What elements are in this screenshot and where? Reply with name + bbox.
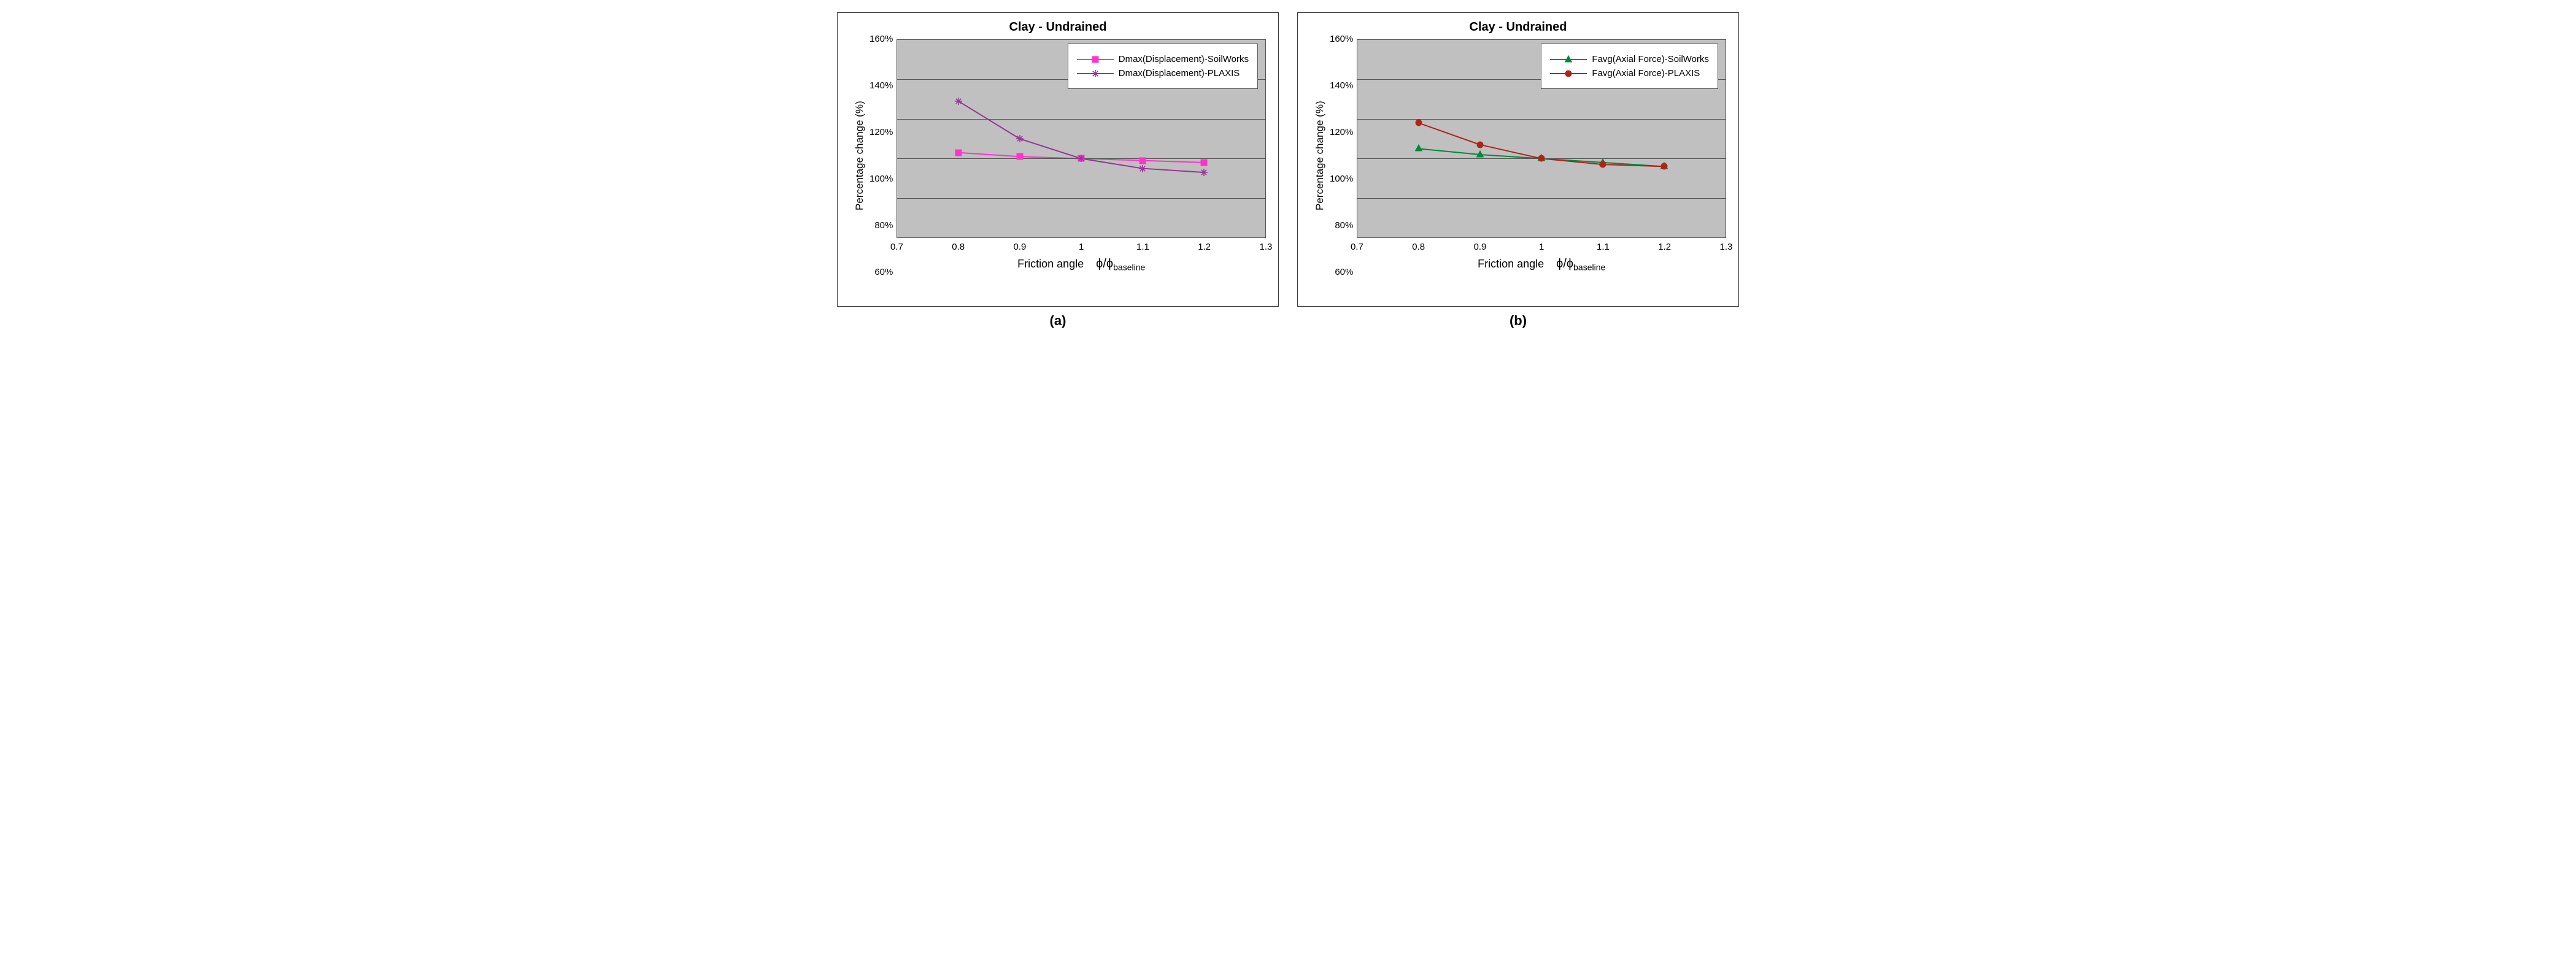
data-marker xyxy=(1414,118,1424,128)
y-axis-ticks: 160%140%120%100%80%60% xyxy=(1330,39,1357,272)
legend-swatch xyxy=(1550,69,1587,79)
panel-caption: (a) xyxy=(1050,313,1066,329)
data-marker xyxy=(1014,133,1025,144)
plot-wrap: Percentage change (%) 160%140%120%100%80… xyxy=(1310,39,1726,272)
legend-row: Favg(Axial Force)-SoilWorks xyxy=(1550,54,1709,64)
data-marker xyxy=(1076,153,1087,164)
legend-label: Dmax(Displacement)-PLAXIS xyxy=(1119,68,1240,79)
data-marker xyxy=(1537,153,1546,163)
legend-row: Dmax(Displacement)-SoilWorks xyxy=(1077,54,1249,64)
legend-swatch xyxy=(1550,55,1587,64)
gridline xyxy=(897,198,1265,199)
data-marker xyxy=(1598,160,1608,169)
plot-area: Dmax(Displacement)-SoilWorks Dmax(Displa… xyxy=(897,39,1266,238)
data-marker xyxy=(1137,163,1148,174)
data-marker xyxy=(953,96,964,107)
data-marker xyxy=(1015,152,1025,161)
gridline xyxy=(1357,198,1726,199)
gridline xyxy=(897,119,1265,120)
x-axis-ticks: 0.70.80.911.11.21.3 xyxy=(1357,238,1726,252)
panel-caption: (b) xyxy=(1510,313,1527,329)
y-axis-label: Percentage change (%) xyxy=(850,39,870,272)
panel-b: Clay - Undrained Percentage change (%) 1… xyxy=(1297,12,1739,329)
chart-frame-a: Clay - Undrained Percentage change (%) 1… xyxy=(837,12,1279,307)
legend-row: Dmax(Displacement)-PLAXIS xyxy=(1077,68,1249,79)
data-marker xyxy=(1475,149,1486,160)
legend-label: Favg(Axial Force)-PLAXIS xyxy=(1592,68,1700,79)
legend: Favg(Axial Force)-SoilWorks Favg(Axial F… xyxy=(1541,44,1718,89)
data-marker xyxy=(1475,140,1485,150)
legend-label: Dmax(Displacement)-SoilWorks xyxy=(1119,54,1249,64)
x-axis-ticks: 0.70.80.911.11.21.3 xyxy=(897,238,1266,252)
data-marker xyxy=(1198,167,1209,178)
x-axis-label: Friction angle ϕ/ϕbaseline xyxy=(897,257,1266,272)
legend: Dmax(Displacement)-SoilWorks Dmax(Displa… xyxy=(1068,44,1258,89)
chart-title: Clay - Undrained xyxy=(1310,20,1726,34)
plot-wrap: Percentage change (%) 160%140%120%100%80… xyxy=(850,39,1266,272)
plot-area: Favg(Axial Force)-SoilWorks Favg(Axial F… xyxy=(1357,39,1726,238)
data-marker xyxy=(954,148,963,158)
data-marker xyxy=(1659,161,1669,171)
data-marker xyxy=(1199,158,1209,167)
gridline xyxy=(1357,119,1726,120)
y-axis-ticks: 160%140%120%100%80%60% xyxy=(870,39,897,272)
x-axis-label: Friction angle ϕ/ϕbaseline xyxy=(1357,257,1726,272)
legend-swatch xyxy=(1077,55,1114,64)
panel-a: Clay - Undrained Percentage change (%) 1… xyxy=(837,12,1279,329)
chart-title: Clay - Undrained xyxy=(850,20,1266,34)
legend-row: Favg(Axial Force)-PLAXIS xyxy=(1550,68,1709,79)
legend-swatch xyxy=(1077,69,1114,79)
legend-label: Favg(Axial Force)-SoilWorks xyxy=(1592,54,1709,64)
data-marker xyxy=(1414,144,1424,154)
y-axis-label: Percentage change (%) xyxy=(1310,39,1330,272)
chart-frame-b: Clay - Undrained Percentage change (%) 1… xyxy=(1297,12,1739,307)
